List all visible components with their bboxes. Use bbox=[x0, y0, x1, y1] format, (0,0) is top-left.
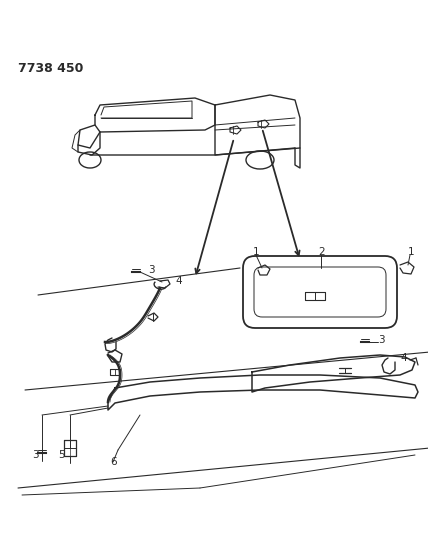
Text: 3: 3 bbox=[148, 265, 155, 275]
Text: 4: 4 bbox=[175, 276, 181, 286]
Text: 3: 3 bbox=[32, 450, 39, 460]
Text: 1: 1 bbox=[408, 247, 415, 257]
Text: 6: 6 bbox=[110, 457, 116, 467]
Text: 3: 3 bbox=[378, 335, 385, 345]
Text: 2: 2 bbox=[318, 247, 324, 257]
Text: 7738 450: 7738 450 bbox=[18, 61, 83, 75]
Text: 4: 4 bbox=[400, 353, 407, 363]
Text: 1: 1 bbox=[253, 247, 260, 257]
Text: 5: 5 bbox=[58, 450, 65, 460]
